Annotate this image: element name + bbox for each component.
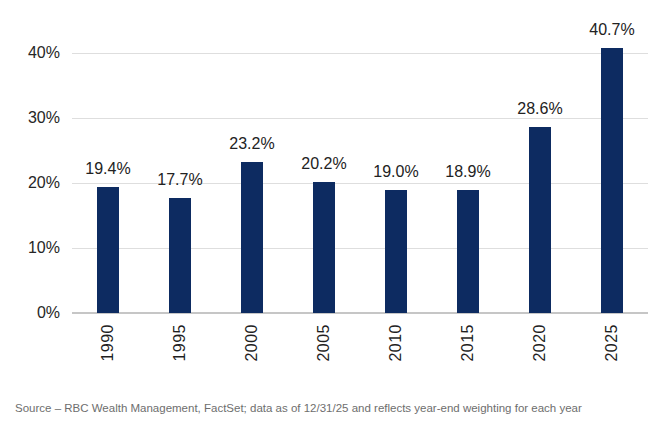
x-axis-baseline xyxy=(72,312,648,314)
y-axis-tick-label: 20% xyxy=(0,174,60,192)
bar-value-label: 23.2% xyxy=(229,135,274,153)
x-axis-label: 2015 xyxy=(459,324,477,362)
bar-value-label: 17.7% xyxy=(157,171,202,189)
bar-2005 xyxy=(313,182,335,313)
source-note: Source – RBC Wealth Management, FactSet;… xyxy=(15,401,655,416)
bar-chart-figure: 0% 10% 20% 30% 40% 19.4% 1990 17.7% 1995 23.2% 200… xyxy=(0,0,663,435)
x-axis-label: 2005 xyxy=(315,324,333,362)
x-axis-label: 2000 xyxy=(243,324,261,362)
plot-area: 0% 10% 20% 30% 40% 19.4% 1990 17.7% 1995 23.2% 200… xyxy=(0,0,663,435)
x-axis-label: 1990 xyxy=(99,324,117,362)
bar-2010 xyxy=(385,190,407,314)
y-axis-tick-label: 10% xyxy=(0,239,60,257)
bar-value-label: 19.4% xyxy=(85,160,130,178)
bar-1995 xyxy=(169,198,191,313)
bar-1990 xyxy=(97,187,119,313)
y-axis-tick-label: 40% xyxy=(0,44,60,62)
bar-2020 xyxy=(529,127,551,313)
bar-value-label: 40.7% xyxy=(589,21,634,39)
gridline-30 xyxy=(72,118,648,119)
bar-value-label: 19.0% xyxy=(373,163,418,181)
y-axis-tick-label: 0% xyxy=(0,304,60,322)
bar-2000 xyxy=(241,162,263,313)
gridline-10 xyxy=(72,248,648,249)
gridline-40 xyxy=(72,53,648,54)
x-axis-label: 1995 xyxy=(171,324,189,362)
x-axis-label: 2010 xyxy=(387,324,405,362)
bar-value-label: 28.6% xyxy=(517,100,562,118)
bar-value-label: 18.9% xyxy=(445,163,490,181)
x-axis-label: 2025 xyxy=(603,324,621,362)
x-axis-label: 2020 xyxy=(531,324,549,362)
y-axis-tick-label: 30% xyxy=(0,109,60,127)
bar-2025 xyxy=(601,48,623,313)
bar-2015 xyxy=(457,190,479,313)
bar-value-label: 20.2% xyxy=(301,155,346,173)
